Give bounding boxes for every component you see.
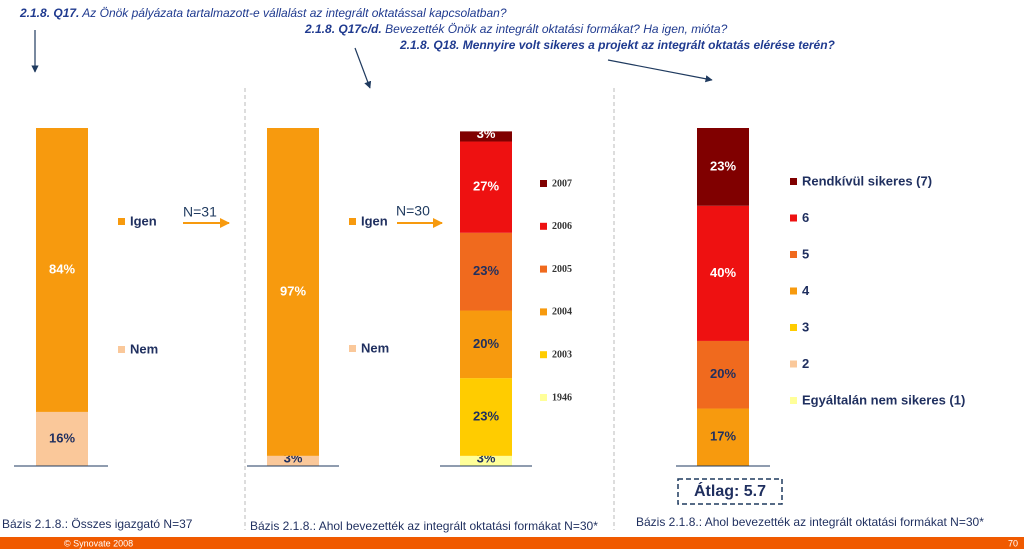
bar-segment — [460, 455, 512, 466]
base-note: Bázis 2.1.8.: Ahol bevezették az integrá… — [250, 519, 598, 533]
legend-swatch — [540, 308, 547, 316]
average-box — [677, 478, 783, 505]
legend-label: 1946 — [552, 392, 572, 403]
legend-swatch — [790, 251, 797, 258]
legend-swatch — [790, 360, 797, 368]
legend-label: Igen — [361, 213, 388, 228]
question-text: Az Önök pályázata tartalmazott-e vállalá… — [81, 6, 507, 20]
base-note: Bázis 2.1.8.: Összes igazgató N=37 — [2, 517, 193, 531]
bar-segment — [267, 128, 319, 456]
n-note: N=30 — [396, 203, 430, 219]
value-label: 97% — [280, 283, 306, 298]
question-code: 2.1.8. Q17. — [19, 6, 79, 20]
legend-label: Egyáltalán nem sikeres (1) — [802, 392, 965, 407]
value-label: 17% — [710, 429, 736, 444]
average: Átlag: 5.7 — [694, 481, 766, 500]
value-label: 20% — [473, 336, 499, 351]
value-label: 84% — [49, 261, 75, 276]
legend-label: 4 — [802, 283, 810, 298]
bar-segment — [460, 310, 512, 379]
question-code: 2.1.8. Q17c/d. — [304, 22, 382, 36]
legend-swatch — [790, 214, 797, 222]
question-text: Bevezették Önök az integrált oktatási fo… — [385, 22, 728, 36]
question-code: 2.1.8. Q18. — [399, 38, 459, 52]
bar-segment — [267, 455, 319, 466]
bar-segment — [697, 408, 749, 466]
legend-label: 3 — [802, 319, 809, 334]
value-label: 23% — [473, 263, 499, 278]
bar-segment — [697, 340, 749, 409]
value-label: 3% — [477, 126, 496, 141]
legend-label: Rendkívül sikeres (7) — [802, 173, 932, 188]
legend-label: 5 — [802, 246, 809, 261]
legend-swatch — [790, 324, 797, 331]
bar-segment — [460, 141, 512, 233]
value-label: 20% — [710, 366, 736, 381]
legend-swatch — [349, 218, 356, 225]
question: 2.1.8. Q17. Az Önök pályázata tartalmazo… — [19, 6, 507, 20]
legend-label: 2003 — [552, 349, 572, 360]
bar-segment — [697, 128, 749, 206]
legend-label: 2 — [802, 356, 809, 371]
legend-swatch — [118, 346, 125, 353]
legend-label: 2005 — [552, 264, 572, 275]
page-number: 70 — [1008, 538, 1018, 548]
question: 2.1.8. Q18. Mennyire volt sikeres a proj… — [399, 38, 836, 52]
legend-label: Nem — [130, 341, 158, 356]
legend-label: 2004 — [552, 307, 572, 318]
value-label: 40% — [710, 265, 736, 280]
legend-swatch — [349, 345, 356, 352]
legend-swatch — [540, 265, 547, 273]
legend-swatch — [540, 394, 547, 401]
question-text: Mennyire volt sikeres a projekt az integ… — [463, 38, 836, 52]
footer-bar — [0, 537, 1024, 549]
value-label: 23% — [473, 408, 499, 423]
bar-segment — [36, 411, 88, 466]
legend-swatch — [540, 180, 547, 187]
pointer-arrow — [354, 47, 372, 89]
value-label: 23% — [710, 158, 736, 173]
legend-swatch — [118, 218, 125, 225]
bar-segment — [36, 128, 88, 412]
bar-segment — [460, 378, 512, 456]
legend-label: 2006 — [552, 221, 572, 232]
pointer-arrow — [607, 59, 713, 83]
bar-segment — [460, 131, 512, 142]
legend-swatch — [790, 397, 797, 404]
legend-swatch — [790, 287, 797, 295]
base-note: Bázis 2.1.8.: Ahol bevezették az integrá… — [636, 515, 984, 529]
value-label: 27% — [473, 179, 499, 194]
legend-label: Igen — [130, 213, 157, 228]
legend-label: Nem — [361, 340, 389, 355]
legend-swatch — [540, 222, 547, 230]
bar-segment — [697, 205, 749, 341]
legend-swatch — [540, 351, 547, 359]
bar-segment — [460, 232, 512, 311]
legend-swatch — [790, 178, 797, 185]
value-label: 16% — [49, 430, 75, 445]
legend-label: 6 — [802, 210, 809, 225]
legend-label: 2007 — [552, 178, 572, 189]
n-note: N=31 — [183, 204, 217, 220]
question: 2.1.8. Q17c/d. Bevezették Önök az integr… — [304, 22, 728, 36]
copyright: © Synovate 2008 — [64, 538, 133, 548]
